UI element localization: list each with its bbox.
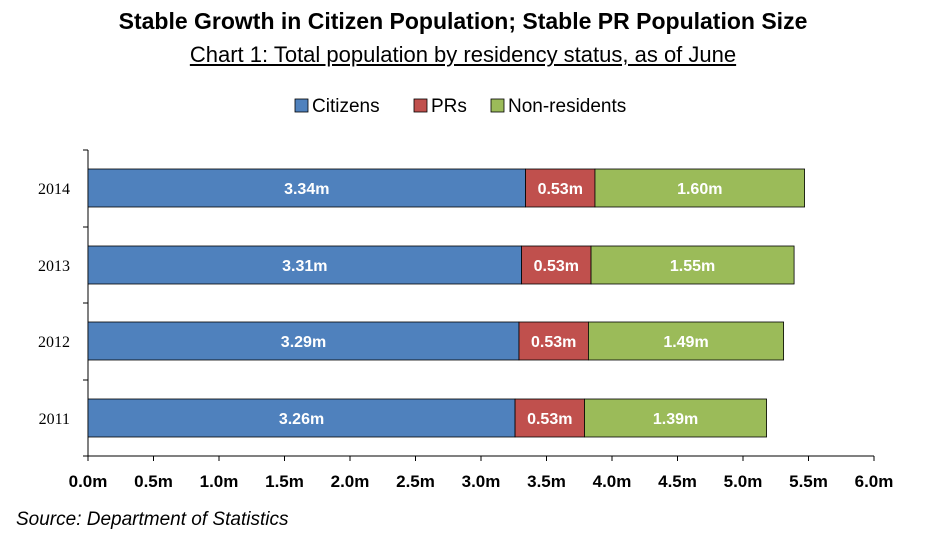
data-label-citizens-2011: 3.26m bbox=[279, 411, 324, 428]
bar-non-residents-2014 bbox=[594, 168, 805, 208]
x-tick-label: 2.5m bbox=[396, 472, 435, 491]
data-label-prs-2013: 0.53m bbox=[534, 258, 579, 275]
y-category-label: 2011 bbox=[39, 411, 70, 428]
x-tick-label: 5.0m bbox=[724, 472, 763, 491]
chart-subtitle: Chart 1: Total population by residency s… bbox=[189, 42, 737, 67]
data-label-non-residents-2013: 1.55m bbox=[670, 258, 715, 275]
x-tick-label: 1.0m bbox=[200, 472, 239, 491]
x-tick-label: 6.0m bbox=[855, 472, 894, 491]
data-label-non-residents-2014: 1.60m bbox=[677, 181, 722, 198]
bar-prs-2014 bbox=[525, 168, 596, 208]
data-label-citizens-2013: 3.31m bbox=[282, 258, 327, 275]
bar-non-residents-2011 bbox=[584, 398, 767, 438]
legend-label-non-residents: Non-residents bbox=[508, 96, 626, 117]
x-tick-label: 3.0m bbox=[462, 472, 501, 491]
y-category-label: 2014 bbox=[38, 181, 70, 198]
x-tick-label: 3.5m bbox=[527, 472, 566, 491]
data-label-citizens-2012: 3.29m bbox=[281, 334, 326, 351]
legend-label-citizens: Citizens bbox=[312, 96, 380, 117]
data-label-citizens-2014: 3.34m bbox=[284, 181, 329, 198]
chart-title: Stable Growth in Citizen Population; Sta… bbox=[118, 8, 808, 34]
x-tick-label: 1.5m bbox=[265, 472, 304, 491]
x-tick-label: 2.0m bbox=[331, 472, 370, 491]
bar-prs-2012 bbox=[518, 321, 589, 361]
data-label-prs-2011: 0.53m bbox=[527, 411, 572, 428]
data-label-non-residents-2012: 1.49m bbox=[663, 334, 708, 351]
bar-non-residents-2013 bbox=[590, 245, 795, 285]
x-tick-label: 4.5m bbox=[658, 472, 697, 491]
data-label-prs-2014: 0.53m bbox=[538, 181, 583, 198]
stacked-bar-chart: Citizens PRs Non-residents 0.0m 0.5m 1.0m 1.5m… bbox=[38, 96, 894, 491]
y-category-label: 2013 bbox=[38, 258, 70, 275]
bar-non-residents-2012 bbox=[588, 321, 785, 361]
legend-swatch-citizens bbox=[294, 98, 309, 113]
bar-prs-2011 bbox=[514, 398, 585, 438]
x-tick-label: 0.0m bbox=[69, 472, 108, 491]
legend-swatch-prs bbox=[413, 98, 428, 113]
bar-citizens-2011 bbox=[87, 398, 516, 438]
x-tick-label: 0.5m bbox=[134, 472, 173, 491]
legend-label-prs: PRs bbox=[431, 96, 467, 117]
data-label-prs-2012: 0.53m bbox=[531, 334, 576, 351]
data-label-non-residents-2011: 1.39m bbox=[653, 411, 698, 428]
source-note: Source: Department of Statistics bbox=[16, 509, 289, 530]
legend-swatch-non-residents bbox=[490, 98, 505, 113]
x-tick-label: 5.5m bbox=[789, 472, 828, 491]
bar-citizens-2014 bbox=[87, 168, 526, 208]
x-tick-label: 4.0m bbox=[593, 472, 632, 491]
y-category-label: 2012 bbox=[38, 334, 70, 351]
